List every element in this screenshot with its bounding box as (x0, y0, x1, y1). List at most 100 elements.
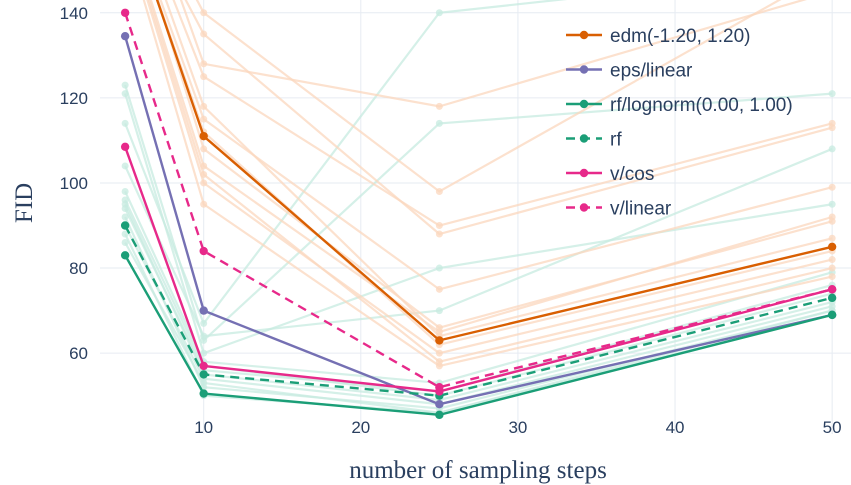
series-point (435, 382, 444, 392)
background-run-point (435, 187, 443, 195)
background-run-point (200, 115, 208, 123)
x-tick-label: 40 (666, 418, 685, 437)
series-point (827, 242, 837, 251)
background-run-point (828, 183, 836, 191)
legend-swatch-point (579, 168, 589, 178)
background-run-point (121, 81, 129, 89)
background-run-point (121, 239, 129, 247)
background-run-point (828, 124, 836, 132)
series-point (827, 310, 837, 320)
x-tick-label: 30 (508, 418, 527, 437)
series-point (199, 246, 208, 256)
background-run-point (828, 213, 836, 221)
series-point (120, 31, 130, 41)
legend-label: v/cos (610, 164, 654, 185)
background-run-point (200, 170, 208, 178)
background-run-line (124, 191, 833, 385)
background-run-point (828, 256, 836, 264)
background-run-point (121, 90, 129, 98)
background-run-point (435, 349, 443, 357)
legend-swatch-point (579, 203, 589, 212)
background-run-point (200, 9, 208, 17)
background-run-point (200, 102, 208, 110)
background-run-point (121, 187, 129, 195)
series-point (199, 361, 208, 371)
legend-label: v/linear (610, 199, 672, 220)
background-run-point (121, 196, 129, 204)
series-point (435, 336, 444, 345)
background-run-line (195, 0, 782, 193)
background-run-point (435, 358, 443, 366)
background-run-point (435, 222, 443, 230)
background-run-point (435, 285, 443, 293)
background-run-point (200, 179, 208, 187)
series-point (827, 293, 837, 303)
background-run-point (435, 102, 443, 110)
background-run-line (124, 199, 833, 397)
background-run-line (179, 0, 807, 108)
series-line (124, 224, 833, 397)
background-run-line (164, 0, 833, 338)
series-point (120, 142, 130, 151)
series-point (199, 131, 208, 141)
y-tick-label: 60 (69, 344, 88, 363)
series-line (124, 146, 833, 393)
background-run-point (435, 230, 443, 238)
y-tick-label: 120 (60, 89, 88, 108)
background-run-point (435, 264, 443, 272)
background-run-point (200, 30, 208, 38)
background-run-point (828, 90, 836, 98)
background-run-point (200, 319, 208, 327)
background-run-point (435, 328, 443, 336)
legend-swatch-point (579, 134, 589, 143)
legend-label: rf (610, 130, 622, 151)
x-tick-label: 20 (351, 418, 370, 437)
legend-swatch-point (579, 99, 589, 109)
background-run-line (124, 225, 833, 406)
background-run-point (200, 60, 208, 68)
background-run-line (124, 84, 833, 343)
background-run-point (200, 200, 208, 208)
background-run-point (435, 307, 443, 315)
background-run-line (124, 0, 568, 326)
background-run-point (828, 234, 836, 242)
background-run-point (121, 162, 129, 170)
background-run-point (121, 204, 129, 212)
series-point (199, 389, 208, 398)
background-run-point (828, 302, 836, 310)
background-run-point (828, 273, 836, 281)
series-point (120, 8, 130, 17)
y-axis-ticks: 60 80 100 120 140 (60, 4, 88, 363)
background-run-point (121, 213, 129, 221)
background-run-line (124, 147, 833, 338)
background-run-point (828, 264, 836, 272)
series-line (155, 0, 833, 342)
background-run-line (159, 0, 833, 291)
background-run-point (200, 349, 208, 357)
background-run-line (147, 0, 833, 363)
background-run-point (828, 145, 836, 153)
background-run-point (200, 73, 208, 81)
x-axis-title: number of sampling steps (349, 457, 607, 484)
series-point (827, 285, 837, 294)
background-run-line (184, 0, 833, 236)
background-run-point (121, 119, 129, 127)
background-run-line (149, 0, 833, 334)
highlighted-series (120, 0, 837, 420)
series-point (435, 400, 444, 409)
x-tick-label: 50 (823, 418, 842, 437)
x-tick-label: 10 (194, 418, 213, 437)
y-tick-label: 140 (60, 4, 88, 23)
background-run-line (142, 0, 833, 368)
legend-swatch-point (579, 30, 589, 40)
series-point (120, 221, 130, 230)
legend-label: edm(-1.20, 1.20) (610, 26, 750, 47)
legend: edm(-1.20, 1.20) eps/linear rf/lognorm(0.0… (566, 26, 793, 220)
y-tick-label: 80 (69, 259, 88, 278)
y-tick-label: 100 (60, 174, 88, 193)
legend-label: rf/lognorm(0.00, 1.00) (610, 95, 793, 116)
series-point (435, 410, 444, 420)
series-line (123, 12, 833, 389)
y-axis-title: FID (11, 183, 38, 223)
